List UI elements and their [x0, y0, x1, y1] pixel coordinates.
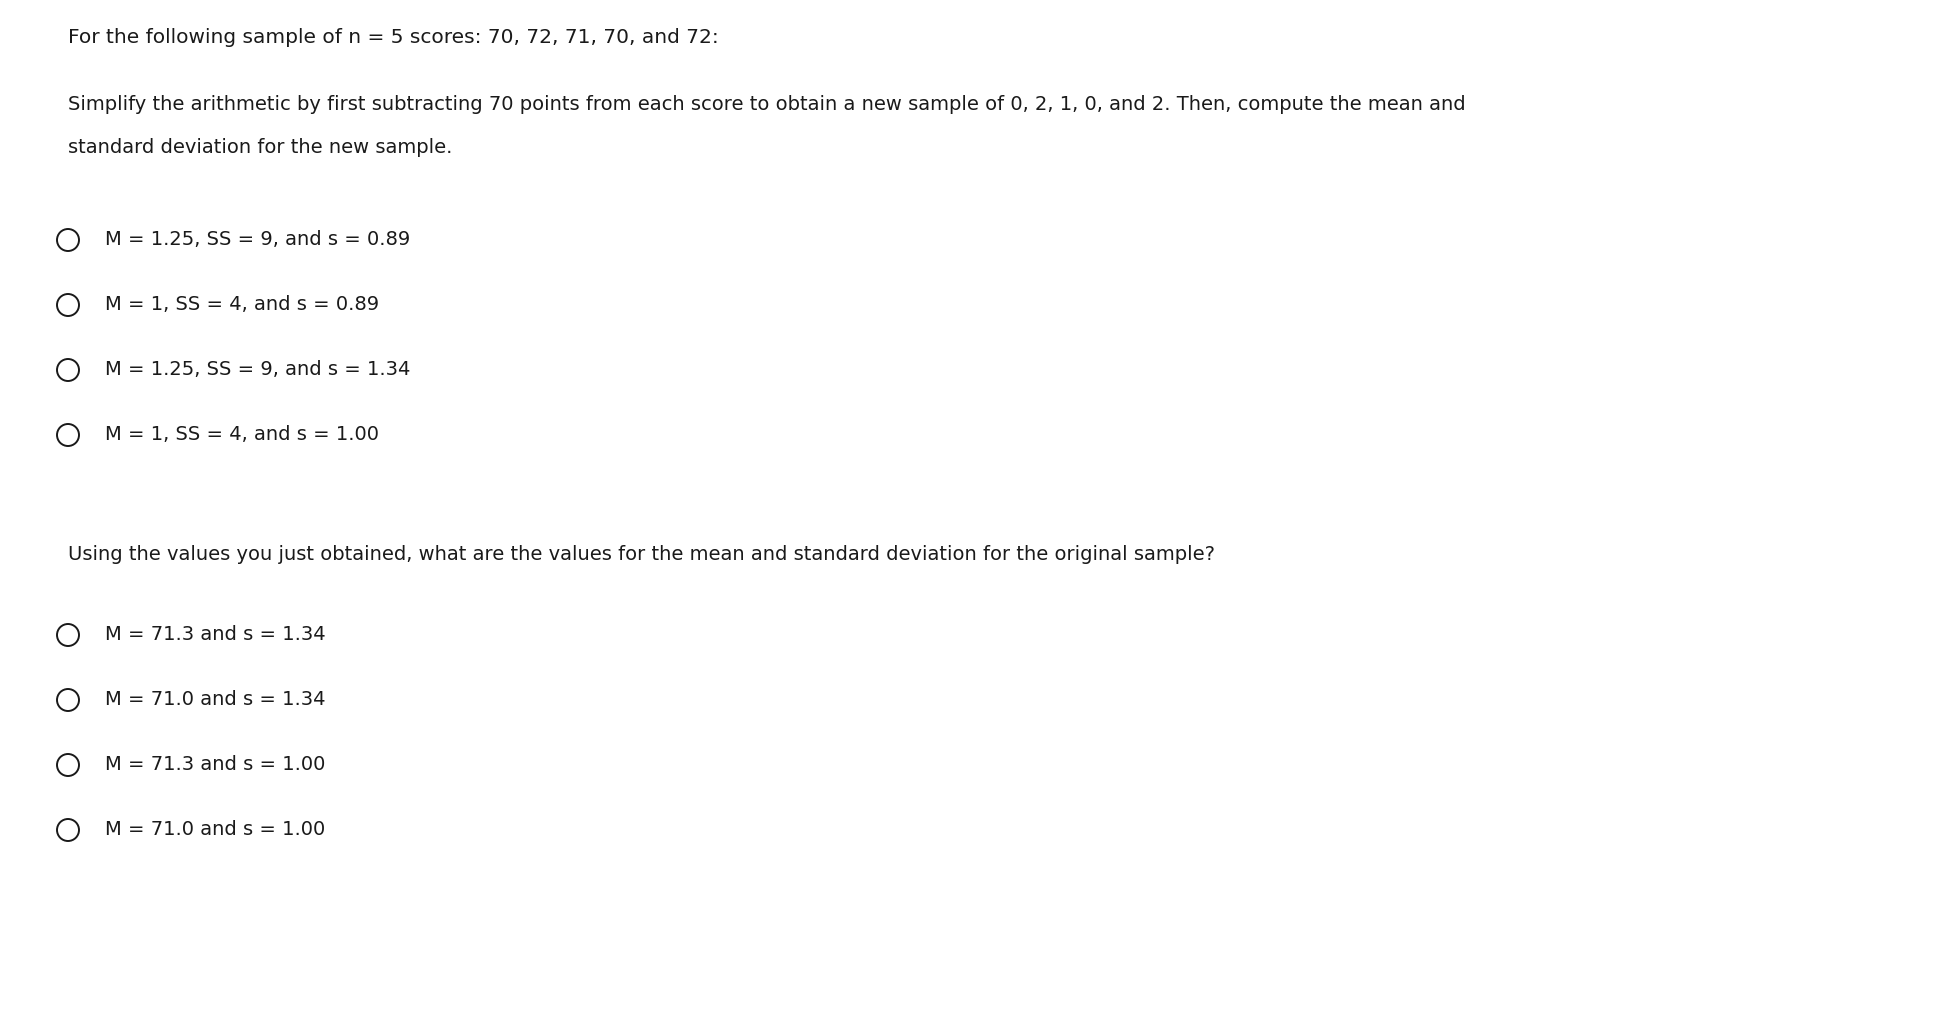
- Text: M = 71.0 and s = 1.34: M = 71.0 and s = 1.34: [106, 690, 325, 709]
- Text: M = 71.3 and s = 1.00: M = 71.3 and s = 1.00: [106, 755, 325, 774]
- Text: Simplify the arithmetic by first subtracting 70 points from each score to obtain: Simplify the arithmetic by first subtrac…: [69, 95, 1466, 114]
- Text: For the following sample of n = 5 scores: 70, 72, 71, 70, and 72:: For the following sample of n = 5 scores…: [69, 28, 719, 47]
- Text: M = 1, SS = 4, and s = 0.89: M = 1, SS = 4, and s = 0.89: [106, 295, 378, 314]
- Text: M = 1.25, SS = 9, and s = 1.34: M = 1.25, SS = 9, and s = 1.34: [106, 360, 410, 379]
- Text: M = 1, SS = 4, and s = 1.00: M = 1, SS = 4, and s = 1.00: [106, 425, 378, 444]
- Text: Using the values you just obtained, what are the values for the mean and standar: Using the values you just obtained, what…: [69, 545, 1215, 564]
- Text: M = 71.3 and s = 1.34: M = 71.3 and s = 1.34: [106, 625, 325, 644]
- Text: standard deviation for the new sample.: standard deviation for the new sample.: [69, 138, 453, 157]
- Text: M = 1.25, SS = 9, and s = 0.89: M = 1.25, SS = 9, and s = 0.89: [106, 230, 410, 249]
- Text: M = 71.0 and s = 1.00: M = 71.0 and s = 1.00: [106, 820, 325, 839]
